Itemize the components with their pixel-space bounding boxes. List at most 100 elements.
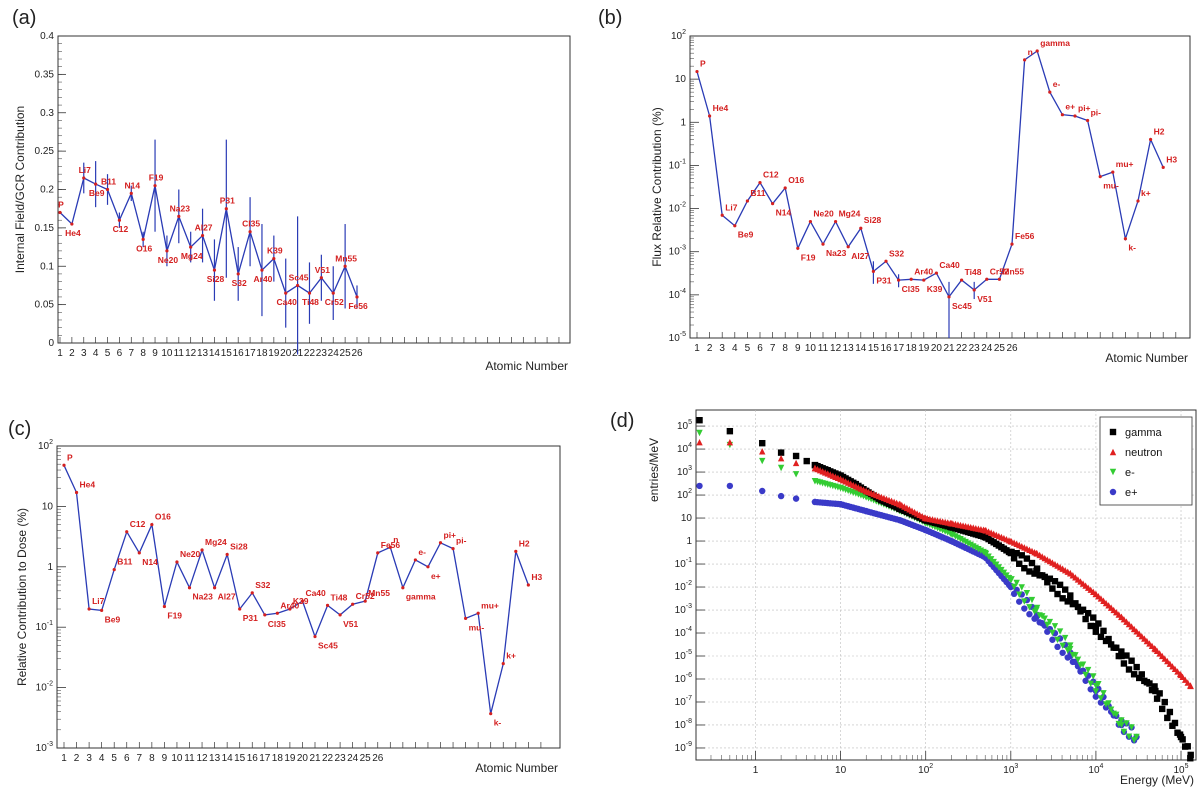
y-tick-label: 10-2: [675, 580, 692, 593]
x-tick-label: 4: [93, 348, 99, 359]
data-point: [1090, 614, 1097, 621]
x-tick-label: 104: [1088, 763, 1103, 776]
point-label: e+: [1065, 102, 1075, 112]
data-point: [1128, 657, 1135, 664]
data-point: [355, 295, 359, 299]
point-label: P31: [876, 275, 891, 285]
x-tick-label: 25: [994, 343, 1006, 354]
point-label: Sc45: [289, 272, 309, 282]
point-label: O16: [788, 175, 804, 185]
data-point: [58, 210, 62, 215]
y-tick-label: 10-5: [669, 331, 686, 344]
data-point: [1082, 615, 1089, 623]
data-point: [1107, 641, 1115, 648]
x-tick-label: 24: [328, 348, 340, 359]
data-point: [759, 448, 766, 455]
x-tick-label: 15: [234, 753, 246, 764]
y-tick-label: 10-8: [675, 718, 692, 731]
point-label: Ti48: [302, 297, 319, 307]
point-label: O16: [155, 512, 171, 522]
data-point: [1113, 711, 1120, 719]
data-point: [74, 490, 79, 495]
data-point: [225, 552, 229, 557]
point-label: gamma: [1040, 38, 1070, 48]
data-point: [1125, 666, 1133, 673]
x-tick-label: 14: [222, 753, 234, 764]
x-tick-label: 23: [316, 348, 328, 359]
y-tick-label: 10-2: [36, 681, 53, 694]
x-tick-label: 16: [233, 348, 245, 359]
y-tick-label: 104: [677, 442, 692, 455]
x-tick-label: 18: [256, 348, 268, 359]
point-label: B11: [750, 188, 765, 198]
data-point: [1059, 642, 1066, 650]
x-tick-label: 14: [855, 343, 867, 354]
data-point: [1082, 671, 1089, 679]
data-point: [376, 551, 380, 555]
data-point: [1095, 681, 1102, 688]
point-label: Li7: [92, 596, 105, 606]
data-point: [1013, 579, 1020, 587]
data-point: [871, 269, 876, 273]
data-point: [1130, 671, 1138, 678]
point-label: Al27: [851, 251, 869, 261]
point-label: Al27: [195, 223, 213, 233]
data-point: [1074, 603, 1082, 611]
x-tick-label: 2: [69, 348, 75, 359]
y-tick-label: 0.4: [40, 31, 54, 42]
y-tick-label: 0.05: [35, 300, 55, 311]
panel-c-label: (c): [8, 418, 31, 440]
point-label: B11: [117, 557, 132, 567]
data-point: [82, 176, 86, 180]
data-point: [1018, 552, 1025, 559]
data-point: [696, 429, 703, 437]
x-tick-label: 7: [770, 343, 776, 354]
y-tick-label: 10-2: [669, 202, 686, 215]
point-label: Mg24: [181, 251, 203, 261]
data-point: [272, 256, 276, 261]
y-tick-label: 10: [675, 74, 687, 85]
point-label: O16: [136, 243, 152, 253]
point-label: N14: [776, 208, 792, 218]
data-point: [438, 541, 443, 545]
data-point: [1179, 736, 1186, 743]
data-point: [1010, 555, 1018, 562]
x-tick-label: 14: [209, 348, 221, 359]
data-point: [501, 661, 505, 666]
data-point: [1105, 635, 1112, 643]
point-label: V51: [315, 265, 330, 275]
legend: gamma neutron e-e+: [1099, 416, 1193, 506]
data-point: [859, 226, 863, 230]
x-tick-label: 20: [280, 348, 292, 359]
data-point: [1046, 618, 1054, 626]
y-tick-label: 10-6: [675, 672, 692, 685]
data-point: [792, 452, 800, 460]
x-axis-title: Atomic Number: [1105, 351, 1188, 365]
data-point: [777, 449, 785, 456]
x-tick-label: 23: [335, 753, 347, 764]
data-point: [1118, 648, 1125, 655]
data-point: [175, 560, 179, 564]
data-point: [1031, 608, 1038, 615]
data-point: [1026, 610, 1033, 618]
series-line: [59, 177, 358, 298]
data-point: [1051, 578, 1059, 585]
data-point: [1100, 627, 1107, 635]
x-tick-label: 13: [197, 348, 209, 359]
y-tick-label: 10-1: [669, 158, 686, 171]
x-tick-label: 11: [184, 753, 195, 764]
data-point: [897, 278, 901, 282]
panel-a-label: (a): [12, 7, 36, 29]
data-point: [720, 213, 724, 217]
point-label: He4: [80, 479, 96, 489]
data-point: [1072, 652, 1079, 659]
point-label: Li7: [725, 202, 738, 212]
data-point: [1079, 606, 1087, 613]
data-point: [1072, 600, 1079, 607]
data-point: [745, 199, 750, 203]
data-point: [733, 224, 737, 228]
data-point: [803, 457, 810, 465]
point-label: H3: [531, 572, 542, 582]
data-point: [1051, 623, 1059, 630]
point-label: e-: [1053, 79, 1061, 89]
